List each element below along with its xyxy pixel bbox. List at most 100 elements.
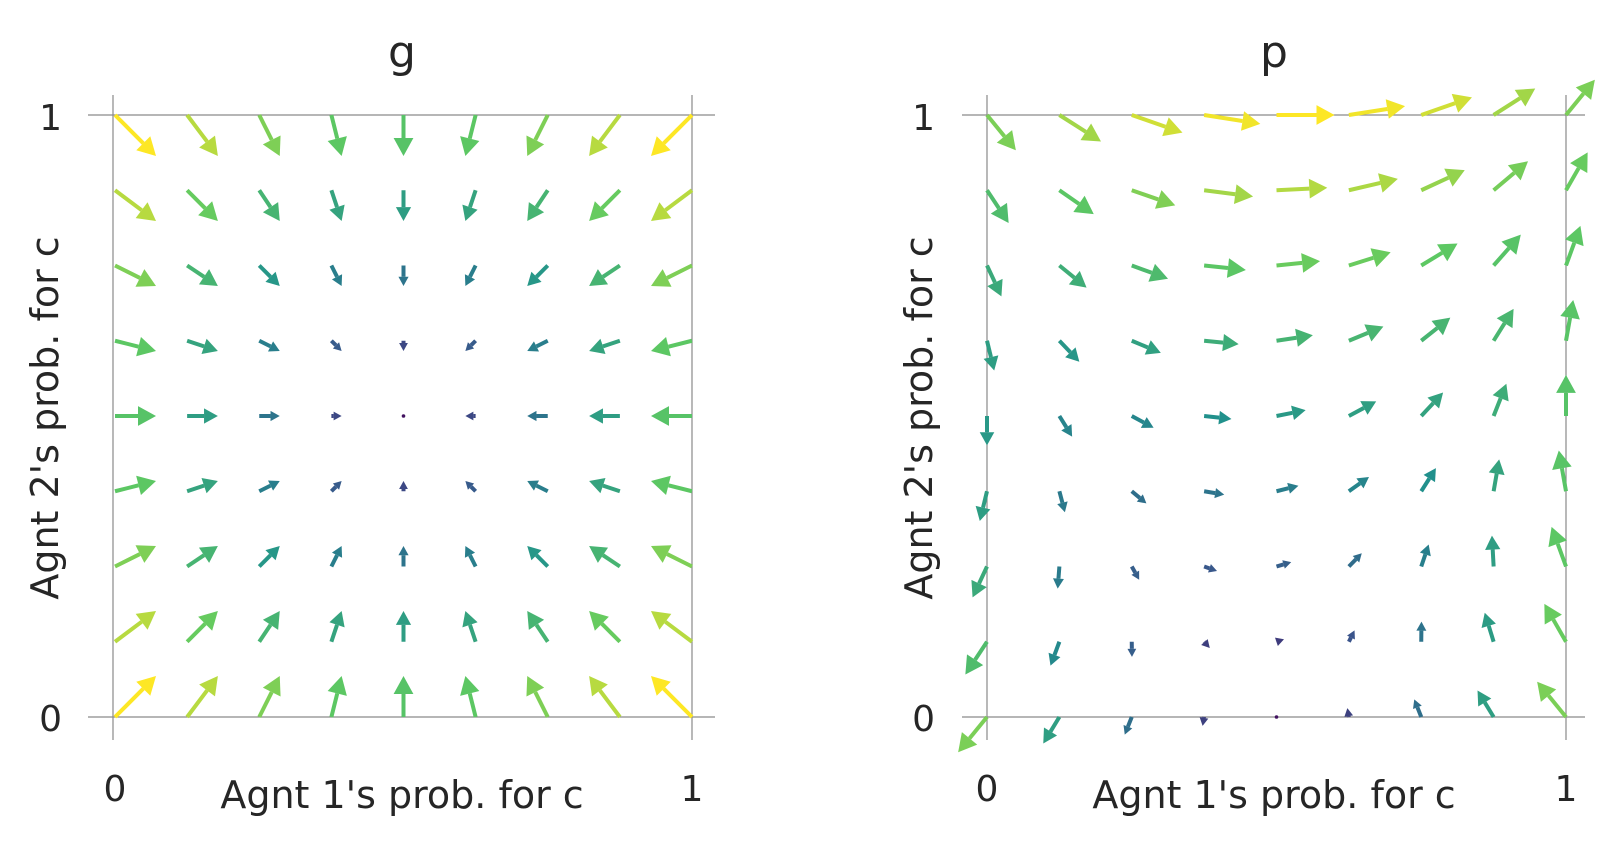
chart-title-p: p [1260, 27, 1288, 78]
arrow-3-5 [329, 339, 342, 352]
arrow-5-7 [462, 189, 478, 222]
arrow-2-6 [1131, 263, 1169, 282]
arrow-8-3 [1552, 450, 1572, 492]
arrow-5-5 [1348, 324, 1384, 343]
arrow-7-7 [589, 188, 622, 222]
arrow-2-5 [258, 338, 280, 352]
arrow-1-2 [186, 545, 218, 569]
xtick-0-p: 0 [976, 769, 999, 810]
arrow-5-6 [464, 264, 478, 287]
arrow-1-0 [1043, 715, 1062, 744]
arrow-5-8 [1348, 99, 1406, 119]
arrow-7-8 [589, 113, 622, 157]
arrow-3-7 [1203, 184, 1254, 205]
ytick-0-g: 0 [39, 699, 62, 740]
x-axis-label-g: Agnt 1's prob. for c [220, 773, 583, 817]
arrow-4-0 [393, 675, 414, 717]
arrow-0-1 [113, 610, 157, 644]
arrow-3-6 [329, 264, 343, 287]
arrow-6-6 [527, 264, 550, 287]
arrow-8-7 [650, 188, 694, 222]
arrow-7-5 [589, 338, 621, 355]
arrow-5-6 [1348, 248, 1391, 268]
arrow-0-0 [958, 715, 989, 753]
arrow-3-8 [327, 114, 347, 157]
arrow-8-0 [650, 675, 694, 719]
arrow-5-0 [1344, 708, 1354, 718]
arrow-8-1 [1544, 603, 1568, 643]
arrow-5-3 [1347, 476, 1369, 493]
arrow-4-0 [1274, 715, 1279, 719]
ytick-1-p: 1 [912, 98, 935, 139]
arrow-8-1 [650, 610, 694, 644]
arrow-6-4 [527, 410, 548, 422]
arrow-6-7 [1420, 168, 1465, 193]
arrow-6-4 [1419, 392, 1444, 418]
arrow-6-2 [1419, 544, 1431, 568]
arrow-1-6 [186, 263, 218, 287]
arrow-2-7 [257, 189, 280, 222]
arrow-4-2 [1275, 560, 1292, 569]
arrow-2-7 [1131, 188, 1176, 209]
arrow-8-6 [650, 263, 693, 287]
xtick-1-g: 1 [681, 769, 704, 810]
arrow-7-6 [1492, 234, 1521, 267]
arrow-3-7 [329, 189, 345, 222]
arrow-1-8 [1058, 113, 1101, 142]
arrow-4-8 [393, 115, 414, 157]
arrow-1-0 [185, 675, 218, 719]
arrow-5-2 [1347, 553, 1362, 568]
arrow-0-6 [985, 264, 1003, 297]
arrow-1-2 [1052, 566, 1064, 589]
quiver-arrows-p [958, 79, 1595, 753]
arrow-5-8 [460, 114, 480, 157]
arrow-8-4 [1556, 374, 1576, 416]
arrow-4-7 [395, 190, 412, 222]
arrow-8-0 [1537, 681, 1568, 719]
y-axis-label-p: Agnt 2's prob. for c [897, 236, 941, 599]
arrow-1-3 [1057, 490, 1068, 513]
arrow-6-5 [527, 338, 549, 352]
arrow-7-5 [1491, 308, 1514, 342]
arrow-0-8 [985, 113, 1016, 151]
arrow-6-0 [526, 675, 550, 718]
y-axis-label-g: Agnt 2's prob. for c [23, 236, 67, 599]
arrow-3-2 [329, 545, 343, 568]
arrow-0-6 [114, 263, 157, 287]
panel-g: g 1 0 0 1 Agnt 1's prob. for c Agnt 2's … [23, 27, 715, 817]
arrow-1-7 [1058, 188, 1094, 215]
arrow-1-4 [1057, 414, 1073, 437]
arrow-4-4 [401, 414, 406, 418]
arrow-7-3 [1488, 459, 1505, 492]
arrow-6-3 [1419, 468, 1436, 493]
arrow-4-2 [398, 545, 409, 567]
arrow-4-1 [1275, 637, 1285, 646]
arrow-8-4 [650, 406, 692, 426]
arrow-4-5 [399, 340, 408, 352]
arrow-8-7 [1564, 152, 1588, 192]
arrow-4-3 [399, 480, 408, 492]
arrow-1-5 [1057, 339, 1080, 362]
arrow-0-7 [113, 188, 157, 222]
arrow-0-5 [114, 337, 157, 357]
arrow-5-0 [460, 675, 480, 718]
arrow-0-4 [979, 416, 995, 446]
arrow-5-4 [465, 411, 476, 421]
panel-p: p 1 0 0 1 Agnt 1's prob. for c Agnt 2's … [897, 27, 1595, 817]
arrow-4-5 [1276, 328, 1313, 347]
arrow-6-6 [1420, 243, 1458, 268]
arrow-0-4 [115, 406, 157, 426]
arrow-1-8 [185, 113, 218, 157]
arrow-2-8 [1131, 113, 1183, 137]
arrow-3-8 [1203, 111, 1261, 131]
chart-title-g: g [388, 27, 416, 78]
arrow-2-3 [258, 480, 280, 494]
arrow-3-3 [1203, 488, 1225, 499]
arrow-0-8 [113, 113, 157, 157]
arrow-3-1 [329, 610, 345, 643]
arrow-3-2 [1203, 564, 1218, 573]
arrow-2-5 [1130, 338, 1161, 355]
arrow-6-0 [1413, 699, 1424, 718]
arrow-1-3 [186, 477, 218, 494]
